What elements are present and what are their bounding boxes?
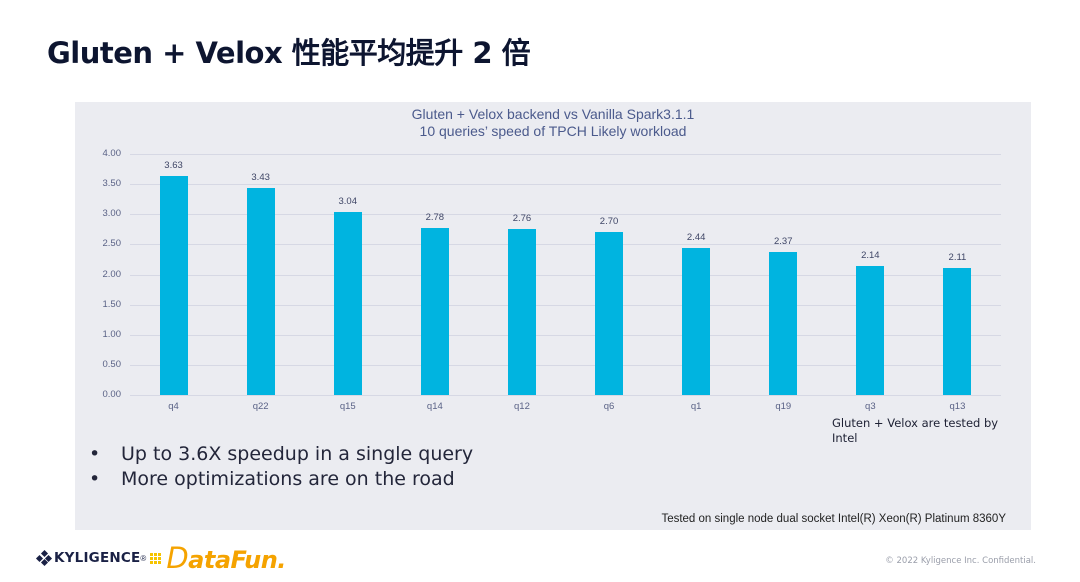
chart-panel: Gluten + Velox backend vs Vanilla Spark3…: [75, 102, 1031, 530]
bar-q4: [159, 176, 188, 395]
registered-mark: ®: [140, 553, 147, 563]
datafun-dots-icon: [150, 552, 164, 564]
y-axis-tick-label: 4.00: [102, 148, 122, 159]
slide-title: Gluten + Velox 性能平均提升 2 倍: [47, 36, 531, 70]
y-axis-tick-label: 2.50: [102, 238, 122, 250]
bar-q6: [595, 232, 624, 395]
bullet-item: • More optimizations are on the road: [89, 467, 473, 492]
copyright-text: © 2022 Kyligence Inc. Confidential.: [885, 556, 1036, 566]
kyligence-logo-text: KYLIGENCE: [54, 550, 141, 566]
bar-q15: [333, 211, 362, 395]
bar-value-label: 2.44: [686, 231, 706, 243]
x-axis-tick-label: q13: [949, 401, 966, 412]
bar-value-label: 3.63: [164, 160, 183, 172]
x-axis-tick-label: q4: [168, 401, 179, 412]
bar-value-label: 2.11: [948, 251, 967, 263]
gridline: [130, 364, 1001, 366]
bullet-list: • Up to 3.6X speedup in a single query •…: [89, 442, 473, 492]
bar-value-label: 2.14: [861, 250, 880, 262]
test-environment-note: Tested on single node dual socket Intel(…: [661, 513, 1006, 525]
bar-q19: [769, 252, 798, 395]
y-axis-tick-label: 0.00: [102, 389, 122, 400]
y-axis-tick-label: 1.00: [102, 328, 122, 340]
gridline: [130, 334, 1001, 336]
bullet-text: Up to 3.6X speedup in a single query: [121, 443, 474, 465]
y-axis-tick-label: 1.50: [102, 298, 122, 310]
datafun-logo: DataFun.: [166, 541, 286, 575]
x-axis-tick-label: q22: [252, 401, 269, 412]
gridline: [130, 395, 1001, 396]
bar-q13: [943, 267, 972, 395]
bar-value-label: 3.04: [338, 195, 358, 207]
kyligence-logo-icon: [35, 549, 53, 567]
gridline: [130, 304, 1001, 306]
bullet-item: • Up to 3.6X speedup in a single query: [89, 442, 473, 467]
footer-logos: KYLIGENCE ® DataFun.: [35, 541, 286, 575]
x-axis-tick-label: q6: [603, 401, 615, 412]
bar-value-label: 2.37: [774, 236, 793, 248]
bar-value-label: 2.78: [425, 211, 445, 223]
bar-value-label: 2.76: [512, 212, 532, 224]
gridline: [130, 154, 1001, 155]
y-axis-tick-label: 0.50: [102, 358, 122, 370]
y-axis-tick-label: 2.00: [102, 268, 122, 280]
bar-value-label: 3.43: [251, 172, 270, 184]
bar-q12: [507, 228, 536, 395]
gridline: [130, 244, 1001, 246]
chart-subtitle: 10 queries’ speed of TPCH Likely workloa…: [419, 123, 687, 139]
intel-note: Gluten + Velox are tested by Intel: [832, 416, 999, 445]
x-axis-tick-label: q12: [514, 401, 530, 412]
bar-q3: [856, 266, 885, 395]
y-axis-tick-label: 3.50: [102, 178, 122, 190]
y-axis-tick-label: 3.00: [102, 208, 122, 220]
chart-title: Gluten + Velox backend vs Vanilla Spark3…: [411, 106, 695, 122]
x-axis-tick-label: q3: [865, 401, 876, 412]
bar-q22: [246, 188, 275, 395]
bullet-icon: •: [89, 468, 101, 490]
plot-area: 0.00 0.50 1.00 1.50 2.00 2.50 3.00 3.50 4.00 3.63…: [103, 148, 1001, 412]
gridline: [130, 184, 1001, 186]
x-axis-tick-label: q15: [339, 401, 356, 412]
bar-value-label: 2.70: [599, 216, 619, 228]
x-axis-tick-label: q1: [690, 401, 702, 412]
x-axis-tick-label: q19: [775, 401, 792, 412]
bullet-text: More optimizations are on the road: [121, 468, 455, 490]
x-axis-tick-label: q14: [426, 401, 443, 412]
gridline: [130, 274, 1001, 276]
bar-q14: [420, 227, 449, 395]
bar-q1: [682, 248, 711, 395]
bullet-icon: •: [89, 443, 101, 465]
gridline: [130, 214, 1001, 216]
